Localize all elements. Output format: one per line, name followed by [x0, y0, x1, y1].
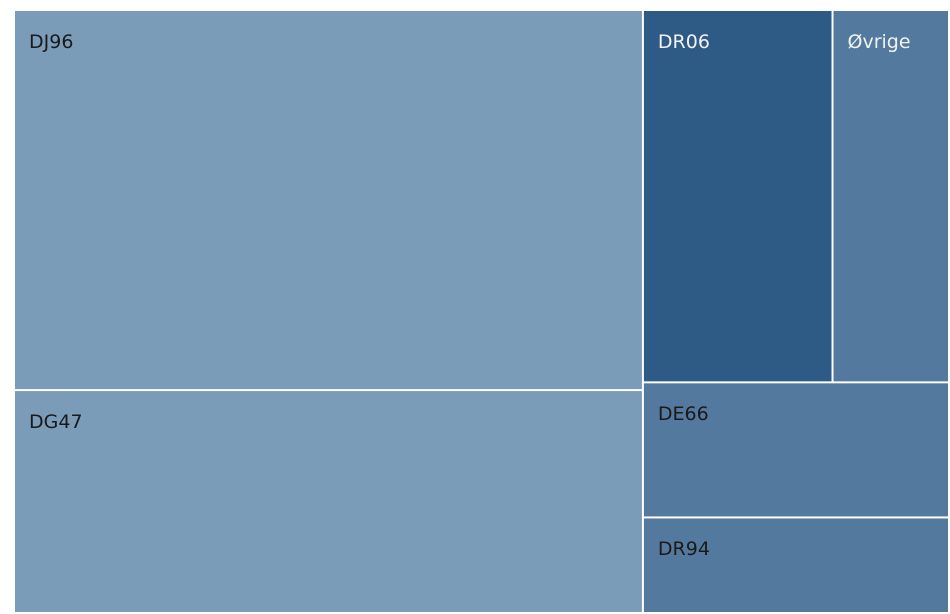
treemap-chart — [15, 11, 948, 612]
treemap-tile-øvrige[interactable] — [833, 11, 948, 382]
treemap-tile-label: DE66 — [657, 403, 709, 426]
treemap-tile-label: DR06 — [657, 31, 710, 53]
treemap-tile-de66[interactable] — [643, 383, 948, 517]
treemap-tile-label: DG47 — [29, 411, 83, 434]
treemap-tile-dr06[interactable] — [643, 11, 832, 382]
treemap-tile-dr94[interactable] — [643, 518, 948, 612]
treemap-tile-label: DJ96 — [29, 31, 74, 53]
treemap-tile-dj96[interactable] — [15, 11, 642, 390]
treemap-tile-label: DR94 — [657, 538, 710, 561]
treemap-tile-dg47[interactable] — [15, 391, 642, 612]
treemap-tile-label: Øvrige — [847, 31, 911, 53]
